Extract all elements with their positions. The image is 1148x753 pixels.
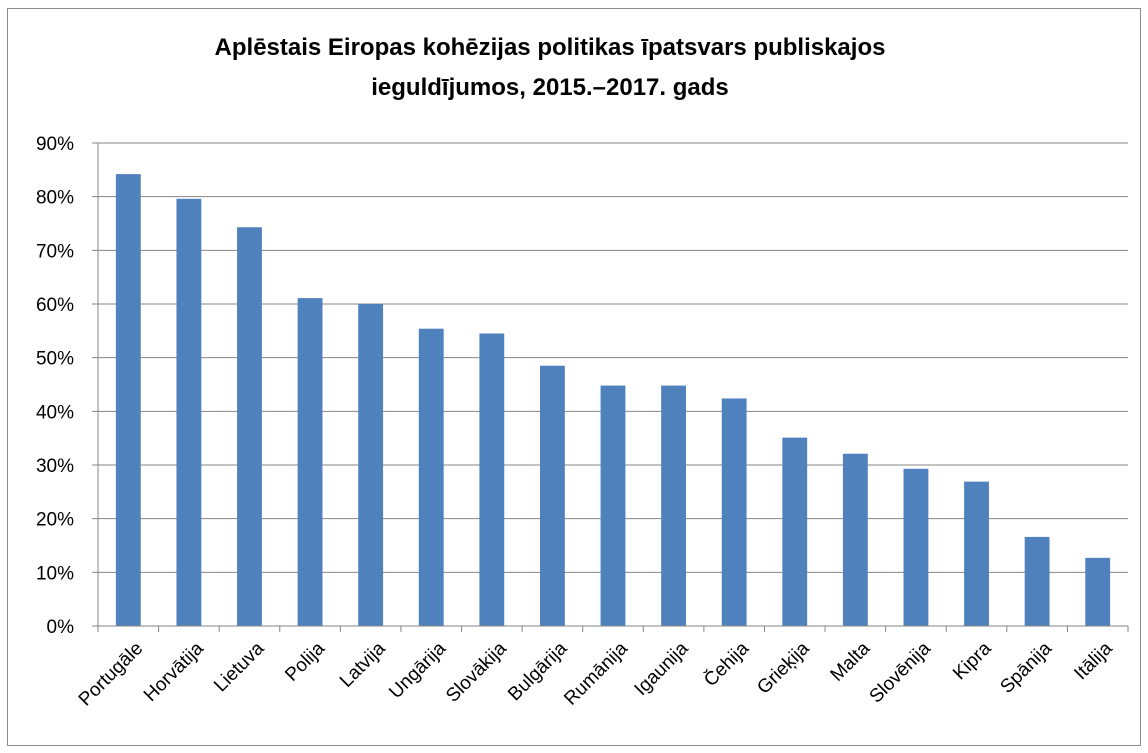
x-category-label-5: Ungārija <box>385 638 450 703</box>
axes <box>97 143 1128 627</box>
y-tick-label-1: 10% <box>36 563 74 584</box>
x-category-label-6: Slovākija <box>442 638 511 707</box>
y-tick-label-6: 60% <box>36 295 74 316</box>
x-category-label-9: Igaunija <box>631 638 693 700</box>
x-category-label-15: Spānija <box>996 638 1056 698</box>
x-category-label-10: Čehija <box>699 637 753 691</box>
bar-7 <box>539 365 565 626</box>
bar-14 <box>964 481 989 626</box>
bar-16 <box>1085 557 1111 626</box>
bar-3 <box>297 298 323 626</box>
x-category-label-11: Grieķija <box>753 638 814 699</box>
bar-8 <box>600 385 626 626</box>
bar-1 <box>176 198 202 626</box>
x-category-label-16: Itālija <box>1070 638 1117 685</box>
bars <box>97 174 1129 632</box>
y-tick-label-3: 30% <box>36 456 74 477</box>
x-category-label-8: Rumānija <box>560 638 632 710</box>
bar-0 <box>115 174 141 627</box>
y-tick-labels: 0% 10% 20% 30% 40% 50% 60% 70% 80% 90% <box>36 134 74 638</box>
bar-2 <box>237 227 262 627</box>
x-category-label-2: Lietuva <box>210 638 268 696</box>
bar-5 <box>418 328 444 626</box>
bar-10 <box>721 398 747 626</box>
chart-title-line-1: Aplēstais Eiropas kohēzijas politikas īp… <box>214 34 886 61</box>
bar-4 <box>358 304 384 626</box>
y-tick-label-8: 80% <box>36 188 74 209</box>
x-category-label-14: Kipra <box>949 638 996 685</box>
x-category-label-0: Portugāle <box>75 638 147 710</box>
y-tick-label-4: 40% <box>36 402 74 423</box>
y-tick-label-9: 90% <box>36 134 74 155</box>
bar-13 <box>903 468 929 626</box>
x-category-label-13: Slovēnija <box>866 638 936 708</box>
bar-15 <box>1024 536 1050 626</box>
x-category-label-12: Malta <box>827 638 875 686</box>
bar-6 <box>479 333 505 626</box>
bar-9 <box>661 385 687 626</box>
chart-title-line-2: ieguldījumos, 2015.–2017. gads <box>371 74 729 101</box>
y-tick-label-2: 20% <box>36 510 74 531</box>
y-tick-label-5: 50% <box>36 349 74 370</box>
x-category-label-1: Horvātija <box>140 638 208 706</box>
bar-11 <box>782 437 808 626</box>
bar-12 <box>842 453 868 626</box>
y-tick-label-7: 70% <box>36 241 74 262</box>
y-tick-label-0: 0% <box>47 617 75 638</box>
x-category-label-4: Latvija <box>336 638 390 692</box>
x-category-label-3: Polija <box>281 638 329 686</box>
chart-title: Aplēstais Eiropas kohēzijas politikas īp… <box>100 28 1000 108</box>
